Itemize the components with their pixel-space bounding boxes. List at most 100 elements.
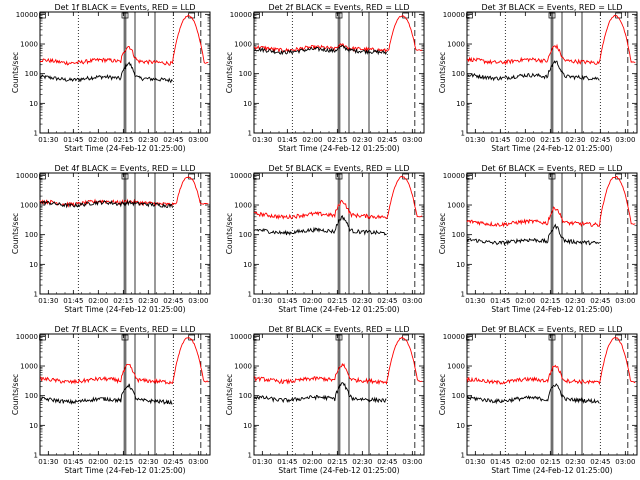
x-tick-label: 01:30: [465, 297, 485, 305]
chart-panel-7: Det 7f BLACK = Events, RED = LLD 1 10 100 10…: [11, 325, 211, 475]
interval-marker: [402, 12, 410, 19]
x-tick-label: 02:30: [138, 136, 158, 144]
y-tick-label: 100: [25, 392, 38, 400]
x-axis-label: Start Time (24-Feb-12 01:25:00): [64, 144, 185, 153]
series-lld-line: [466, 176, 636, 228]
x-tick-label: 01:30: [252, 458, 272, 466]
y-axis-label: Counts/sec: [11, 213, 20, 254]
x-tick-label: 02:45: [163, 458, 183, 466]
y-tick-label: 10: [29, 261, 38, 269]
y-tick-label: 1: [34, 452, 38, 460]
y-axis-label: Counts/sec: [11, 52, 20, 93]
x-axis-label: Start Time (24-Feb-12 01:25:00): [64, 466, 185, 475]
x-tick-label: 01:45: [277, 458, 297, 466]
x-axis-label: Start Time (24-Feb-12 01:25:00): [278, 466, 399, 475]
y-tick-label: 10000: [230, 172, 252, 180]
plot-frame: [253, 11, 425, 134]
x-tick-label: 02:00: [515, 297, 535, 305]
y-tick-label: 10: [243, 100, 252, 108]
interval-marker: [253, 173, 260, 180]
interval-marker: [335, 334, 343, 341]
panel-title: Det 9f BLACK = Events, RED = LLD: [481, 325, 622, 334]
x-axis-label: Start Time (24-Feb-12 01:25:00): [491, 466, 612, 475]
y-tick-label: 1: [248, 291, 252, 299]
x-tick-label: 02:45: [590, 297, 610, 305]
x-tick-label: 02:45: [163, 297, 183, 305]
interval-marker: [548, 334, 556, 341]
x-axis-label: Start Time (24-Feb-12 01:25:00): [491, 144, 612, 153]
panel-title: Det 5f BLACK = Events, RED = LLD: [268, 164, 409, 173]
series-events-line: [253, 382, 387, 404]
panel-title: Det 4f BLACK = Events, RED = LLD: [54, 164, 195, 173]
y-axis-label: Counts/sec: [225, 374, 234, 415]
series-lld-line: [40, 337, 209, 385]
y-tick-label: 1: [461, 452, 465, 460]
y-tick-label: 10000: [443, 333, 465, 341]
x-tick-label: 03:00: [188, 297, 208, 305]
y-tick-label: 1000: [234, 41, 252, 49]
y-tick-label: 1: [248, 452, 252, 460]
panel-title: Det 8f BLACK = Events, RED = LLD: [268, 325, 409, 334]
y-axis-label: Counts/sec: [11, 374, 20, 415]
y-tick-label: 100: [452, 70, 465, 78]
y-tick-label: 10: [456, 100, 465, 108]
x-axis-label: Start Time (24-Feb-12 01:25:00): [64, 305, 185, 314]
y-tick-label: 10000: [230, 11, 252, 19]
chart-panel-8: Det 8f BLACK = Events, RED = LLD 1 10 100 10…: [225, 325, 425, 475]
interval-marker: [466, 173, 473, 180]
x-tick-label: 02:00: [302, 297, 322, 305]
x-tick-label: 02:15: [113, 458, 133, 466]
plot-frame: [466, 11, 638, 134]
x-tick-label: 02:45: [163, 136, 183, 144]
interval-marker: [335, 173, 343, 180]
chart-panel-4: Det 4f BLACK = Events, RED = LLD 1 10 100 10…: [11, 164, 211, 314]
y-tick-label: 1000: [447, 363, 465, 371]
y-tick-label: 1000: [447, 202, 465, 210]
x-tick-label: 02:15: [540, 458, 560, 466]
y-tick-label: 100: [239, 392, 252, 400]
plot-frame: [253, 172, 425, 295]
y-axis-label: Counts/sec: [438, 52, 447, 93]
y-tick-label: 1000: [20, 363, 38, 371]
x-tick-label: 02:15: [327, 458, 347, 466]
y-axis-label: Counts/sec: [225, 213, 234, 254]
panel-title: Det 3f BLACK = Events, RED = LLD: [481, 3, 622, 12]
x-tick-label: 03:00: [402, 297, 422, 305]
y-tick-label: 1: [461, 130, 465, 138]
plot-frame: [466, 333, 638, 456]
series-events-line: [39, 383, 173, 405]
x-tick-label: 01:30: [252, 297, 272, 305]
interval-marker: [121, 173, 129, 180]
y-tick-label: 10000: [443, 11, 465, 19]
x-tick-label: 02:15: [327, 297, 347, 305]
interval-marker: [548, 12, 556, 19]
y-tick-label: 100: [25, 70, 38, 78]
y-tick-label: 10: [243, 422, 252, 430]
x-tick-label: 01:30: [252, 136, 272, 144]
x-tick-label: 01:30: [465, 136, 485, 144]
x-tick-label: 03:00: [402, 458, 422, 466]
interval-marker: [188, 173, 196, 180]
y-axis-label: Counts/sec: [438, 213, 447, 254]
panel-title: Det 2f BLACK = Events, RED = LLD: [268, 3, 409, 12]
y-tick-label: 1: [34, 291, 38, 299]
x-axis-label: Start Time (24-Feb-12 01:25:00): [278, 305, 399, 314]
interval-marker: [121, 334, 129, 341]
y-tick-label: 10000: [16, 333, 38, 341]
interval-marker: [548, 173, 556, 180]
y-tick-label: 10000: [16, 11, 38, 19]
y-tick-label: 1000: [20, 41, 38, 49]
x-tick-label: 02:30: [565, 136, 585, 144]
x-axis-label: Start Time (24-Feb-12 01:25:00): [491, 305, 612, 314]
chart-panel-6: Det 6f BLACK = Events, RED = LLD 1 10 100 10…: [438, 164, 638, 314]
y-tick-label: 10: [456, 422, 465, 430]
y-tick-label: 1: [461, 291, 465, 299]
series-events-line: [466, 383, 600, 405]
x-tick-label: 02:00: [515, 458, 535, 466]
y-tick-label: 1000: [234, 363, 252, 371]
interval-marker: [39, 12, 46, 19]
series-lld-line: [39, 14, 209, 66]
series-events-line: [253, 44, 387, 56]
x-tick-label: 02:15: [540, 297, 560, 305]
series-lld-line: [253, 175, 423, 220]
